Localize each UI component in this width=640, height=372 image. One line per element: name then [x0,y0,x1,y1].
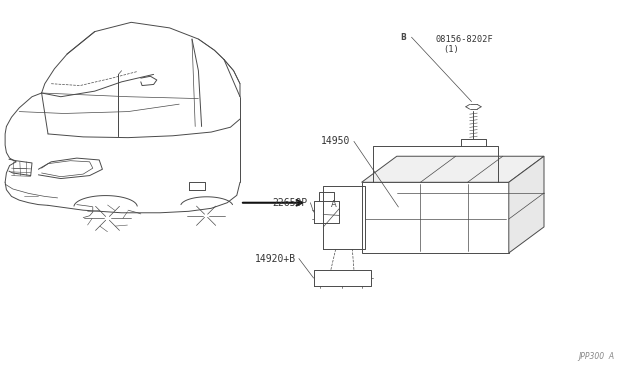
Text: JPP300  A: JPP300 A [579,352,614,361]
Polygon shape [509,156,544,253]
Text: A: A [331,201,337,209]
Text: 08156-8202F: 08156-8202F [435,35,493,44]
Polygon shape [362,156,544,182]
Text: 14950: 14950 [321,137,351,146]
Text: 22650P: 22650P [272,198,307,208]
Text: 14920+B: 14920+B [255,254,296,263]
Text: (1): (1) [444,45,460,54]
Text: B: B [401,33,406,42]
